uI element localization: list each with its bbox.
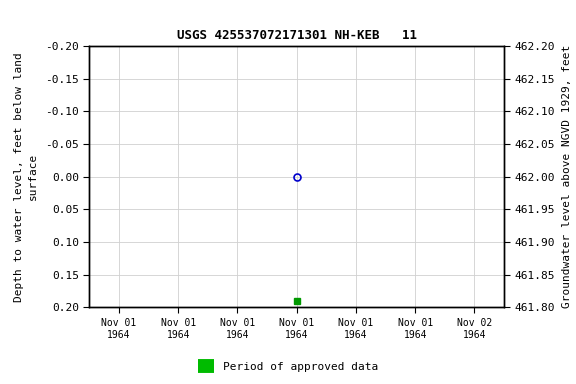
Y-axis label: Groundwater level above NGVD 1929, feet: Groundwater level above NGVD 1929, feet <box>562 45 572 308</box>
Y-axis label: Depth to water level, feet below land
surface: Depth to water level, feet below land su… <box>14 52 38 301</box>
Title: USGS 425537072171301 NH-KEB   11: USGS 425537072171301 NH-KEB 11 <box>177 29 416 42</box>
Legend: Period of approved data: Period of approved data <box>193 358 383 377</box>
